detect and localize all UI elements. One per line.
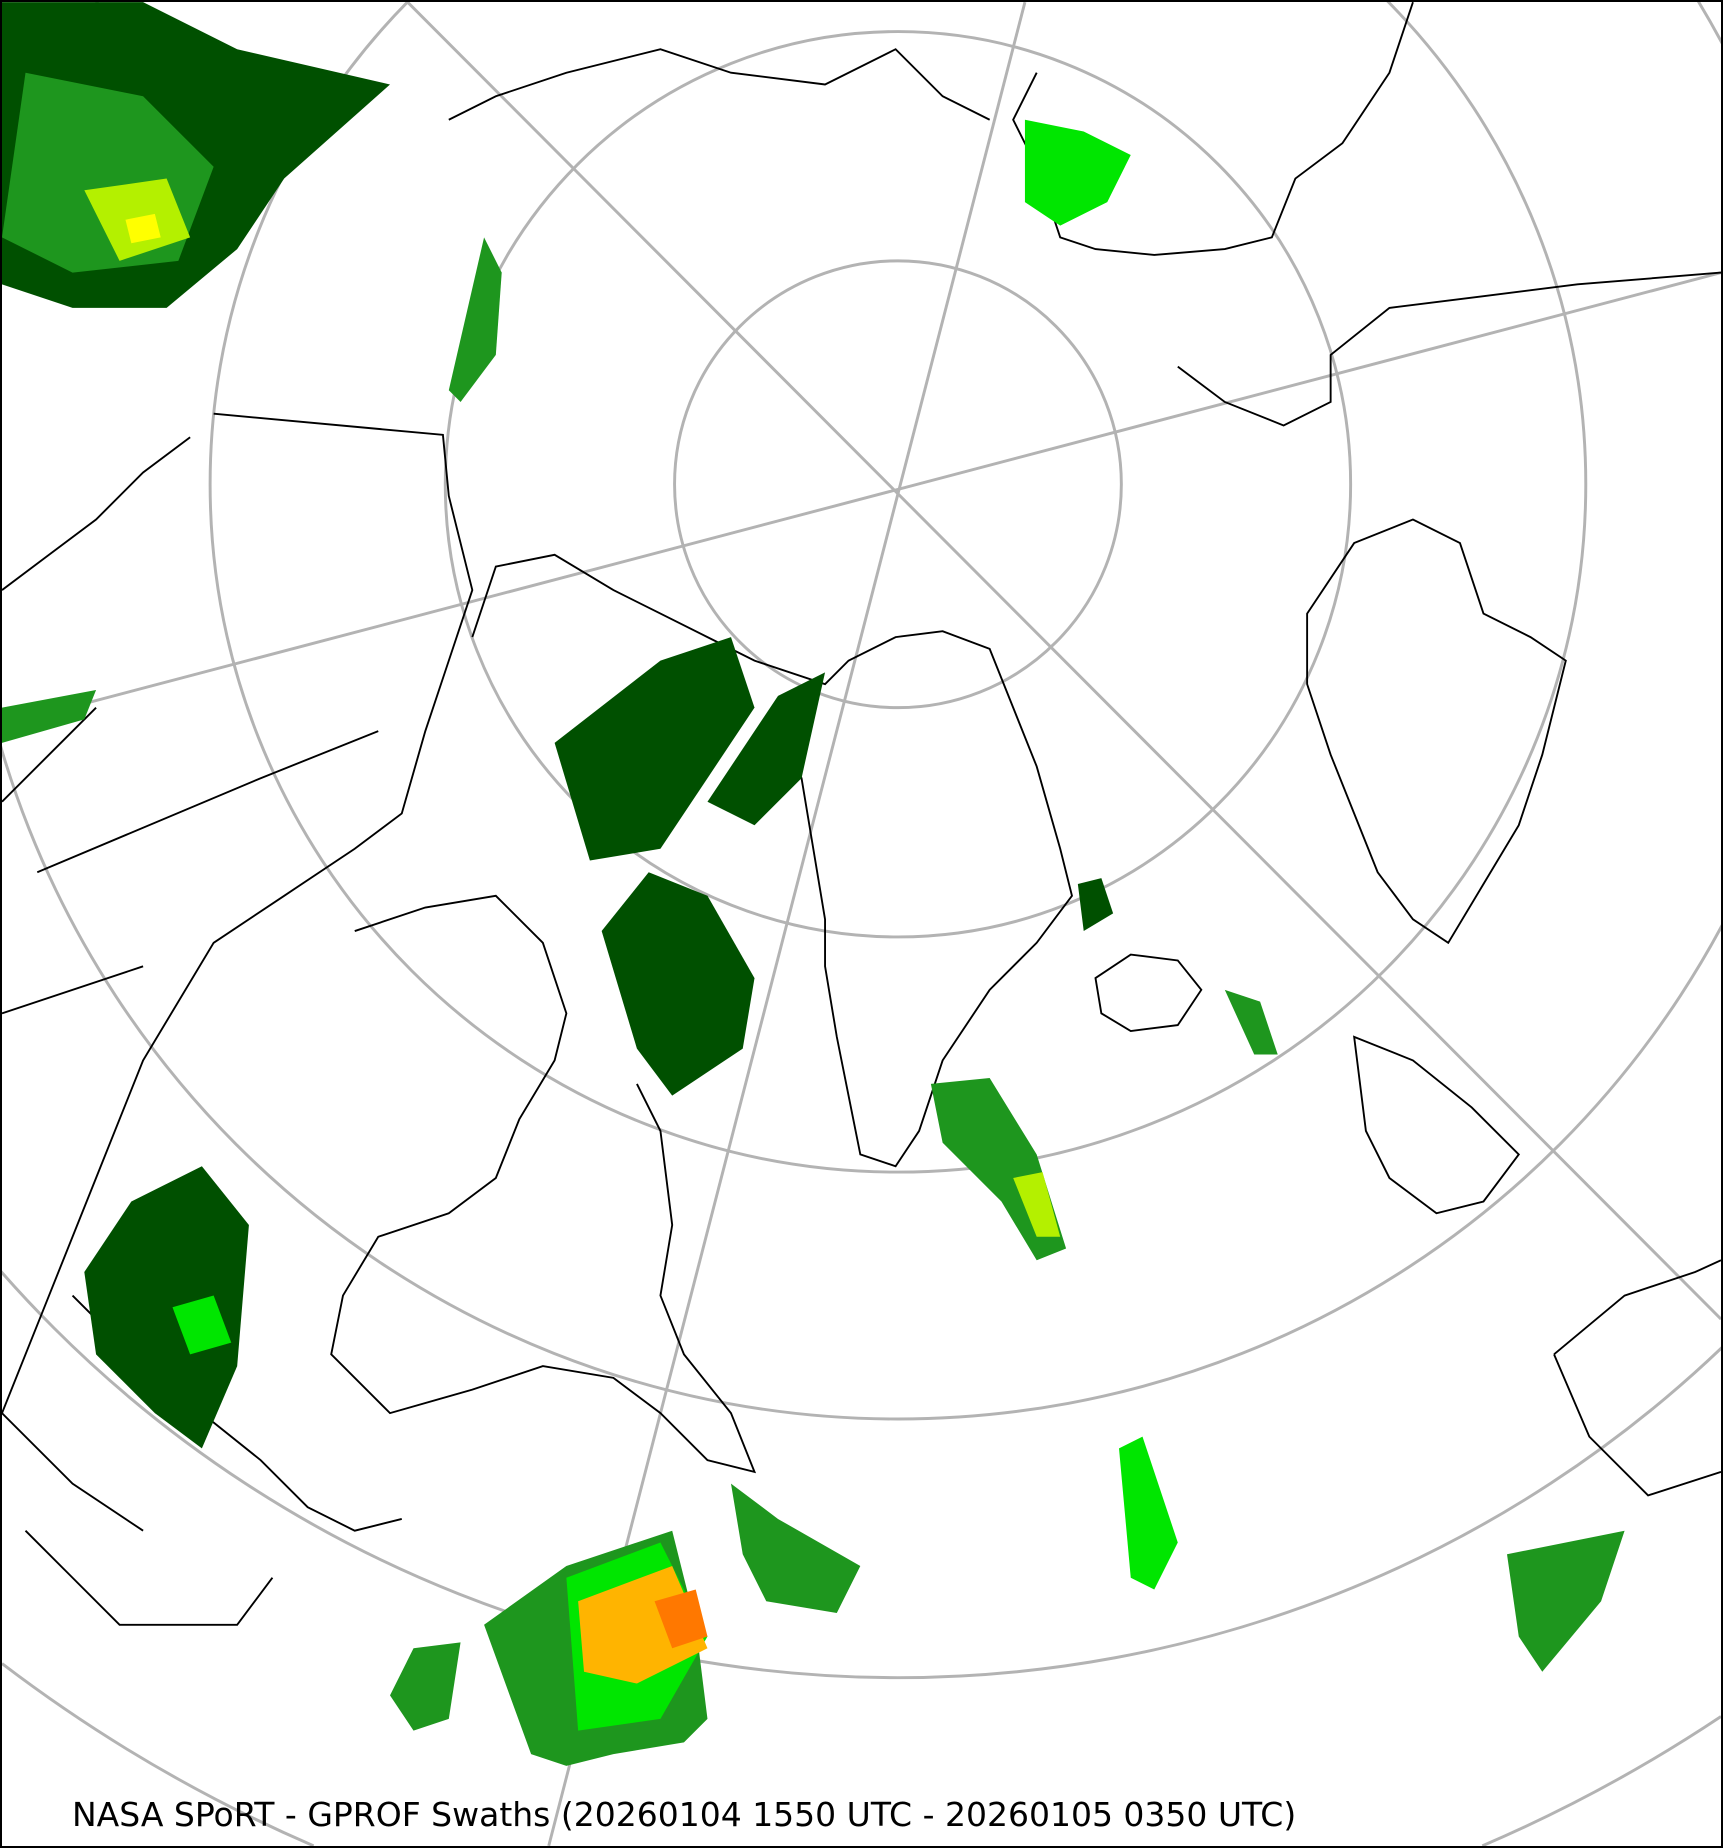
precip-area xyxy=(1013,1172,1061,1237)
meridian-line xyxy=(547,2,1027,1846)
map-caption: NASA SPoRT - GPROF Swaths (20260104 1550… xyxy=(72,1795,1297,1834)
precip-area xyxy=(601,872,755,1096)
precip-area xyxy=(1118,1436,1178,1590)
latitude-circle-30 xyxy=(2,1662,1721,1846)
precip-area xyxy=(125,213,161,244)
meridian-line xyxy=(2,271,1721,727)
coastlines xyxy=(2,2,1721,1626)
latitude-circle-70 xyxy=(443,30,1353,939)
precip-area xyxy=(730,1483,861,1614)
precip-area xyxy=(707,672,826,826)
precip-area xyxy=(1024,119,1131,226)
precip-area xyxy=(2,690,97,743)
precip-area xyxy=(1077,878,1114,932)
precip-area xyxy=(84,1166,249,1449)
precip-area xyxy=(654,1589,708,1649)
precip-area xyxy=(448,237,502,402)
latitude-circle-50 xyxy=(2,2,1721,1421)
precip-area xyxy=(390,1642,461,1731)
precip-area xyxy=(172,1295,232,1355)
meridian-line xyxy=(406,2,1721,1321)
precip-area xyxy=(1224,989,1278,1055)
latitude-circle-80 xyxy=(673,259,1123,710)
precipitation-swaths xyxy=(2,2,1625,1766)
latitude-circle-60 xyxy=(208,2,1588,1174)
precip-area xyxy=(1507,1530,1625,1672)
precip-area xyxy=(554,637,755,861)
latitude-circle-40 xyxy=(2,1270,1721,1679)
